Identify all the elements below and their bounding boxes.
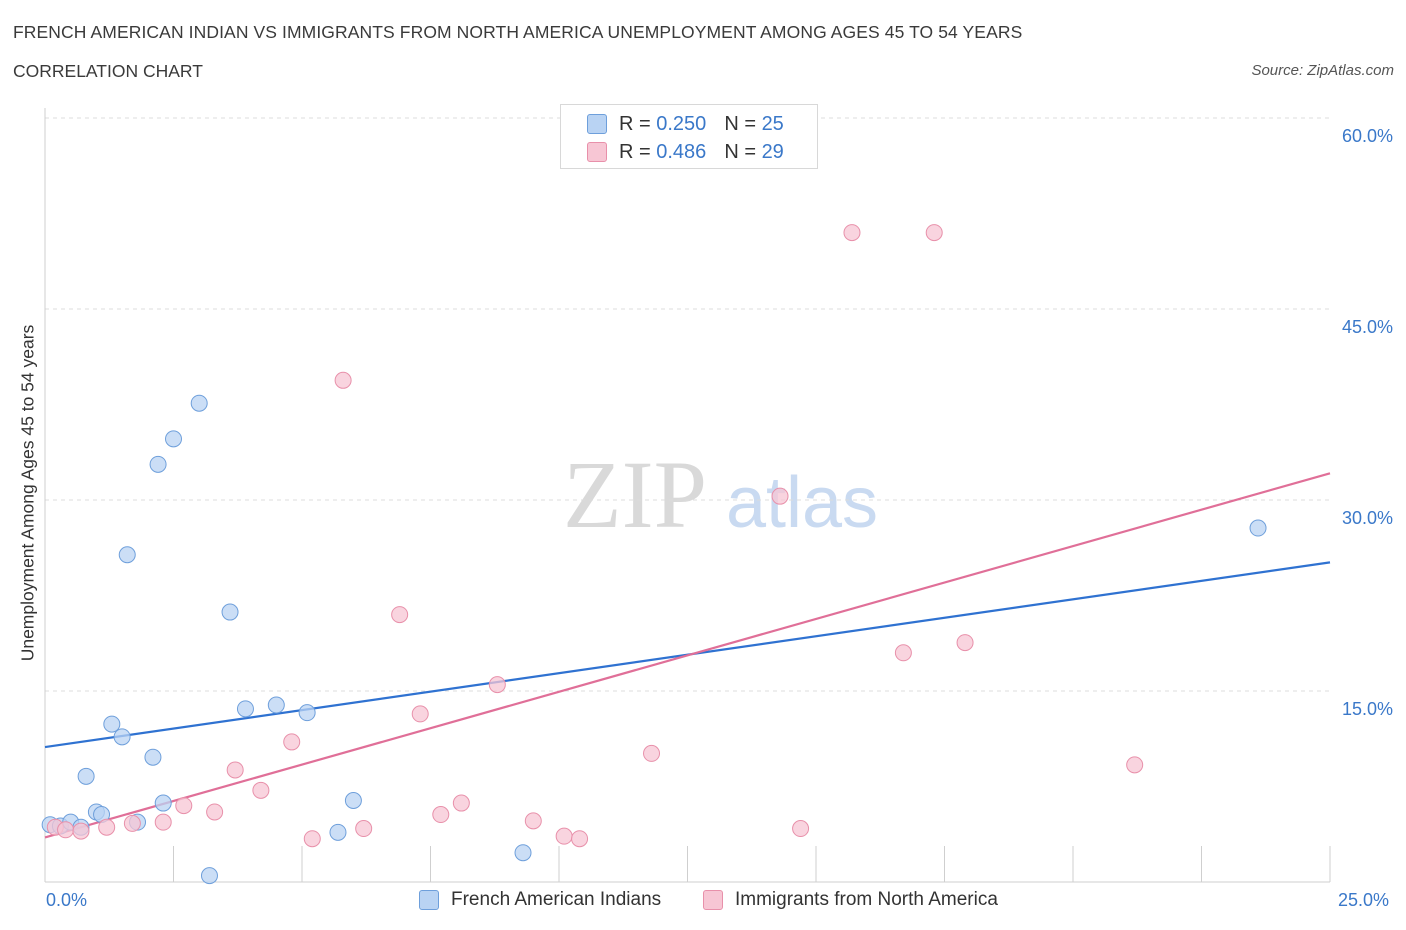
pink-data-point [175, 797, 193, 815]
pink-data-point [123, 814, 141, 832]
pink-data-point [771, 487, 789, 505]
blue-data-point [103, 715, 121, 733]
y-tick-label: 60.0% [1342, 126, 1393, 146]
blue-swatch [587, 114, 607, 134]
y-axis-label: Unemployment Among Ages 45 to 54 years [17, 324, 38, 662]
pink-data-point [894, 644, 912, 662]
watermark-atlas: atlas [726, 463, 878, 543]
grid-lines [45, 117, 1330, 692]
chart-title: FRENCH AMERICAN INDIAN VS IMMIGRANTS FRO… [13, 22, 1023, 42]
pink-data-point [843, 224, 861, 242]
pink-data-point [283, 733, 301, 751]
pink-swatch [587, 142, 607, 162]
correlation-legend: R = 0.250 N = 25 R = 0.486 N = 29 [560, 104, 818, 169]
legend-row-pink: R = 0.486 N = 29 [587, 140, 784, 164]
r-label: R = [619, 140, 651, 163]
pink-data-point [488, 676, 506, 694]
pink-data-point [524, 812, 542, 830]
pink-data-point [355, 820, 373, 838]
pink-data-point [571, 830, 589, 848]
series-legend: French American Indians Immigrants from … [0, 889, 1406, 915]
legend-item-immigrants-from-north-america: Immigrants from North America [703, 889, 998, 911]
pink-data-point [391, 606, 409, 624]
pink-data-point [925, 224, 943, 242]
trend-lines [44, 472, 1331, 839]
pink-data-point [226, 761, 244, 779]
blue-swatch [419, 890, 439, 910]
r-value-pink: 0.486 [656, 140, 707, 163]
x-tick-label-max: 25.0% [1338, 890, 1390, 910]
blue-data-point [514, 844, 532, 862]
pink-data-point [555, 827, 573, 845]
blue-data-point [329, 823, 347, 841]
legend-label: Immigrants from North America [735, 889, 998, 910]
r-label: R = [619, 112, 651, 135]
blue-data-point [298, 704, 316, 722]
blue-data-point [113, 728, 131, 746]
y-tick-label: 15.0% [1342, 699, 1393, 719]
pink-data-point [72, 822, 90, 840]
pink-data-point [452, 794, 470, 812]
blue-data-point [118, 546, 136, 564]
pink-data-point [1126, 756, 1144, 774]
watermark: ZIP atlas [563, 441, 878, 548]
blue-data-point [1249, 519, 1267, 537]
legend-item-french-american-indians: French American Indians [419, 889, 661, 911]
blue-data-point [267, 696, 285, 714]
source-credit: Source: ZipAtlas.com [1251, 62, 1394, 79]
pink-data-point [956, 634, 974, 652]
pink-data-point [206, 803, 224, 821]
blue-data-point [144, 748, 162, 766]
n-label: N = [724, 112, 756, 135]
blue-data-point [221, 603, 239, 621]
legend-row-blue: R = 0.250 N = 25 [587, 112, 784, 136]
r-value-blue: 0.250 [656, 112, 707, 135]
blue-data-point [344, 792, 362, 810]
chart-subtitle: CORRELATION CHART [13, 61, 203, 81]
pink-data-point [57, 821, 75, 839]
pink-swatch [703, 890, 723, 910]
blue-data-point [149, 455, 167, 473]
pink-trend-line [44, 472, 1331, 839]
axes [44, 108, 1331, 883]
data-points [41, 224, 1267, 885]
blue-data-point [77, 767, 95, 785]
n-value-pink: 29 [761, 140, 784, 163]
legend-label: French American Indians [451, 889, 662, 910]
blue-data-point [190, 394, 208, 412]
n-label: N = [724, 140, 756, 163]
pink-data-point [432, 806, 450, 824]
n-value-blue: 25 [761, 112, 784, 135]
pink-data-point [98, 818, 116, 836]
pink-data-point [334, 371, 352, 389]
y-tick-label: 30.0% [1342, 508, 1393, 528]
blue-data-point [236, 700, 254, 718]
pink-data-point [154, 813, 172, 831]
pink-data-point [303, 830, 321, 848]
blue-data-point [200, 867, 218, 885]
y-tick-labels: 15.0% 30.0% 45.0% 60.0% [1342, 126, 1393, 719]
blue-data-point [165, 430, 182, 448]
pink-data-point [643, 744, 661, 762]
pink-data-point [792, 820, 810, 838]
x-tick-label-min: 0.0% [46, 890, 88, 910]
pink-data-point [252, 781, 270, 799]
blue-data-point [154, 794, 172, 812]
watermark-zip: ZIP [563, 441, 707, 548]
y-tick-label: 45.0% [1342, 317, 1393, 337]
pink-data-point [411, 705, 429, 723]
